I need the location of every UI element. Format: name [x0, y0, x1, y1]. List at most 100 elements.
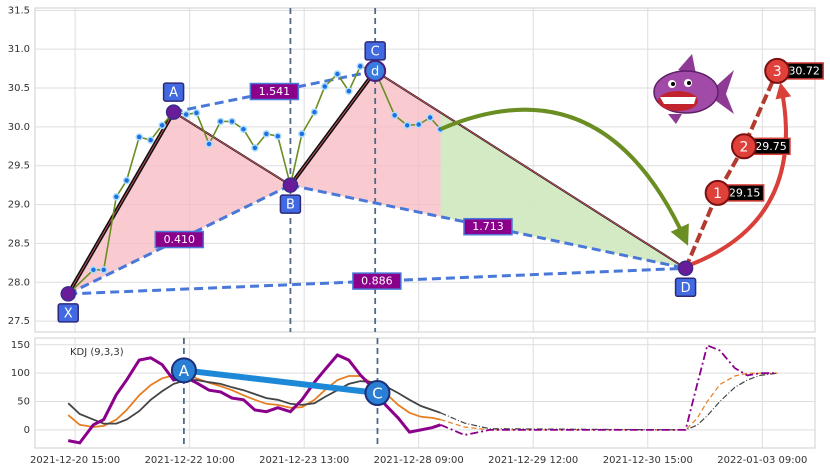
target-value: 29.75	[755, 140, 787, 153]
ratio-box	[463, 217, 513, 236]
x-tick-label: 2021-12-28 09:00	[374, 455, 464, 466]
x-tick-label: 2021-12-29 12:00	[488, 455, 578, 466]
price-point	[345, 87, 353, 95]
price-point	[274, 132, 282, 140]
y-tick-label: 31.5	[8, 5, 30, 16]
target-label: 3	[773, 64, 782, 80]
projection-arrow	[439, 107, 689, 246]
kdj-link	[183, 367, 378, 396]
y-tick-label: 29.5	[8, 161, 30, 172]
price-point	[403, 121, 411, 130]
pattern-leg-inner	[173, 111, 291, 186]
price-point	[251, 144, 259, 152]
price-point	[333, 70, 342, 78]
plot-layer: 27.5 28.0 28.5 29.0 29.5 30.0 30.5 31.0 31.5 0 50 1…	[8, 5, 824, 466]
y-tick-label: 30.0	[8, 122, 30, 133]
kdj-projection	[440, 344, 778, 436]
x-tick-label: 2021-12-30 15:00	[603, 455, 693, 466]
kdj-point-label: C	[372, 385, 382, 403]
price-point	[356, 62, 365, 71]
y-tick-label: 0	[24, 425, 30, 436]
pattern-point	[677, 260, 694, 277]
ratio-box	[352, 272, 402, 290]
x-tick-label: 2022-01-03 09:00	[717, 455, 807, 466]
price-point	[112, 193, 121, 201]
price-point	[99, 266, 108, 274]
price-point	[262, 130, 271, 138]
y-tick-label: 150	[11, 340, 30, 351]
y-tick-label: 28.0	[8, 277, 30, 288]
ratio-box	[154, 230, 205, 249]
pattern-leg-inner	[67, 111, 174, 295]
pattern-leg-inner	[374, 70, 686, 269]
kdj-point	[364, 380, 391, 406]
pattern-leg-inner	[290, 70, 376, 186]
y-tick-label: 27.5	[8, 316, 30, 327]
point-label-box	[162, 82, 185, 102]
point-label-box	[674, 277, 697, 298]
x-tick-label: 2021-12-22 10:00	[145, 455, 235, 466]
point-label: A	[169, 86, 178, 101]
price-point	[216, 117, 225, 126]
shark-icon	[653, 54, 734, 124]
kdj-panel	[34, 337, 816, 449]
x-tick-label: 2021-12-20 15:00	[30, 455, 120, 466]
kdj-point	[170, 357, 197, 384]
pattern-fill	[68, 112, 291, 294]
point-inner-label: d	[371, 64, 379, 79]
y-tick-label: 28.5	[8, 238, 30, 249]
price-point	[146, 136, 155, 144]
target-point	[764, 57, 791, 84]
target-label: 2	[740, 139, 749, 155]
panel-title: KDJ (9,3,3)	[70, 347, 124, 358]
price-point	[89, 266, 98, 274]
point-label: C	[371, 44, 380, 59]
ratio-label: 1.713	[472, 220, 504, 233]
target-point	[730, 133, 757, 160]
target-point	[704, 179, 731, 206]
point-label: D	[681, 281, 691, 296]
ratio-label: 1.541	[259, 85, 291, 98]
target-line	[683, 70, 780, 270]
price-point	[426, 113, 434, 122]
price-point	[390, 111, 399, 119]
target-arrow	[690, 82, 792, 267]
target-value: 30.72	[788, 64, 820, 77]
price-point	[135, 133, 143, 141]
price-point	[182, 110, 190, 119]
price-point	[414, 120, 423, 129]
ratio-label: 0.886	[361, 275, 393, 288]
pattern-fill	[290, 70, 441, 217]
pattern-point	[60, 286, 76, 302]
price-point	[228, 117, 236, 126]
point-label-box	[364, 41, 386, 61]
y-tick-label: 100	[11, 368, 30, 379]
kdj-point-label: A	[179, 362, 190, 380]
pattern-point	[364, 59, 387, 82]
price-point	[192, 109, 201, 117]
y-tick-label: 30.5	[8, 83, 30, 94]
target-label: 1	[713, 186, 722, 202]
point-label-box	[57, 303, 79, 323]
pattern-point	[165, 104, 182, 120]
ratio-label: 0.410	[164, 233, 196, 246]
target-value: 29.15	[729, 186, 761, 199]
kdj-projection	[440, 372, 778, 431]
y-tick-label: 50	[17, 397, 30, 408]
price-point	[310, 108, 319, 116]
y-tick-label: 31.0	[8, 44, 30, 55]
kdj-projection	[440, 372, 778, 431]
ratio-box	[249, 82, 300, 101]
price-point	[158, 121, 166, 130]
price-point	[321, 82, 329, 91]
point-label-box	[279, 194, 302, 214]
price-point	[239, 125, 248, 133]
price-point	[298, 130, 306, 138]
price-point	[122, 176, 131, 185]
price-point	[205, 140, 213, 148]
y-tick-label: 29.0	[8, 200, 30, 211]
point-label: X	[64, 306, 73, 321]
x-tick-label: 2021-12-23 13:00	[259, 455, 349, 466]
